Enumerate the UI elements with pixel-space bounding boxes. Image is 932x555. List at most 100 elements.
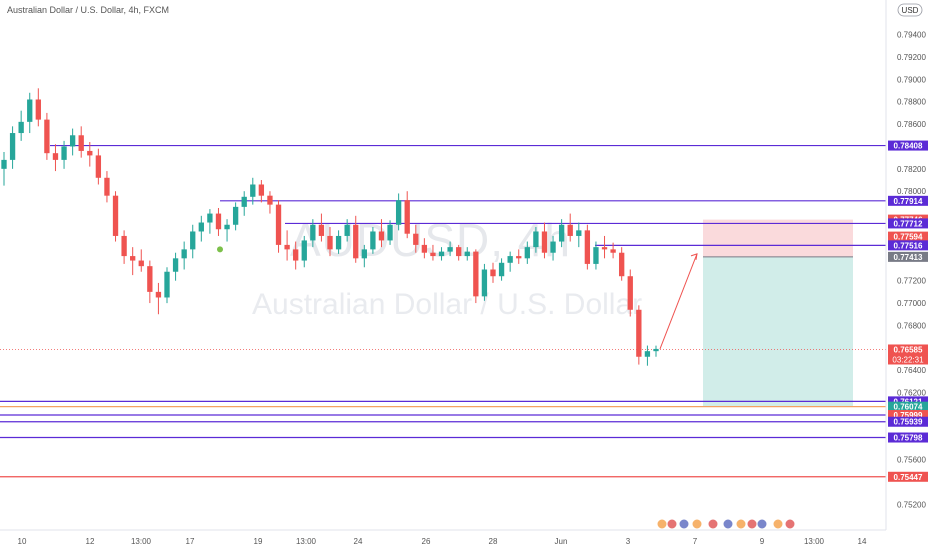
horizontal-levels[interactable]: 0.784080.779140.777460.777120.775940.775… [0, 140, 928, 482]
position-zones[interactable] [703, 219, 853, 407]
time-axis[interactable]: 10 12 13:00 17 19 13:00 24 26 28 Jun 3 7 9 13:00 14 [0, 529, 886, 546]
candle [593, 241, 599, 270]
candle-body [627, 276, 633, 310]
candle [95, 148, 102, 185]
x-tick-label: 26 [422, 537, 431, 546]
candle [601, 235, 608, 259]
event-flag-icon[interactable] [746, 518, 758, 530]
candle-body [275, 204, 282, 245]
candle-body [130, 256, 136, 261]
candle-body [413, 233, 419, 245]
economic-events[interactable] [656, 518, 796, 530]
candle [181, 241, 187, 270]
candle [164, 267, 170, 304]
x-tick-label: Jun [555, 537, 568, 546]
level-price-tag [888, 231, 928, 242]
x-tick-label: 10 [18, 537, 27, 546]
event-flag-icon[interactable] [756, 518, 768, 530]
level-price-label: 0.75447 [894, 473, 923, 482]
candle-body [516, 256, 522, 259]
level-price-tag [888, 401, 928, 412]
level-price-label: 0.77413 [894, 253, 923, 262]
y-tick-label: 0.77200 [897, 277, 926, 286]
candle-body [644, 351, 651, 357]
level-price-label: 0.77914 [894, 197, 923, 206]
candle-body [52, 153, 59, 160]
x-tick-label: 13:00 [804, 537, 825, 546]
candle-body [104, 177, 110, 196]
candle [507, 251, 513, 272]
level-price-label: 0.75798 [894, 434, 923, 443]
candle-body [619, 252, 625, 277]
candle [516, 249, 522, 264]
candle-body [69, 135, 76, 147]
event-flag-icon[interactable] [691, 518, 703, 530]
y-tick-label: 0.76400 [897, 366, 926, 375]
candle [172, 252, 179, 281]
level-price-tag [888, 471, 928, 482]
candle [241, 191, 247, 216]
candle [61, 140, 67, 169]
event-flag-icon[interactable] [678, 518, 690, 530]
event-flag-icon[interactable] [666, 518, 678, 530]
candle [215, 207, 222, 236]
candle [310, 219, 316, 248]
candle [284, 230, 290, 261]
signal-dot [217, 246, 223, 253]
event-flag-circle [722, 518, 734, 530]
level-price-label: 0.76585 [894, 345, 923, 354]
candle-body [164, 271, 170, 298]
candle-body [550, 241, 556, 253]
y-tick-label: 0.78200 [897, 165, 926, 174]
chart-title: Australian Dollar / U.S. Dollar, 4h, FXC… [7, 5, 169, 15]
countdown-label: 03:22:31 [892, 355, 924, 364]
candle [413, 224, 419, 253]
candle [198, 215, 204, 242]
candle-body [378, 231, 385, 241]
candle [275, 200, 282, 253]
event-flag-icon[interactable] [722, 518, 734, 530]
candle [207, 209, 213, 234]
candle [293, 241, 299, 270]
event-flag-icon[interactable] [735, 518, 747, 530]
x-tick-label: 24 [354, 537, 363, 546]
candle-body [310, 224, 316, 241]
candle [370, 227, 376, 254]
candle-body [18, 121, 24, 134]
y-tick-label: 0.79200 [897, 53, 926, 62]
candle-body [558, 224, 565, 242]
candle [190, 224, 196, 259]
candle-body [404, 200, 410, 234]
x-tick-label: 17 [186, 537, 195, 546]
candle-body [507, 256, 513, 263]
event-flag-circle [691, 518, 703, 530]
level-price-tag [888, 251, 928, 262]
level-price-tag [888, 416, 928, 427]
candle-body [344, 224, 350, 236]
candle [430, 244, 436, 261]
price-axis[interactable]: 0.79400 0.79200 0.79000 0.78800 0.78600 0.782… [885, 0, 926, 530]
level-price-tag [888, 218, 928, 229]
event-flag-icon[interactable] [707, 518, 719, 530]
projection-arrow-head [690, 253, 698, 260]
candle [44, 112, 50, 160]
candle [558, 219, 565, 248]
candle [318, 213, 325, 242]
x-tick-label: 14 [858, 537, 867, 546]
candle [69, 128, 76, 156]
candle-body [293, 249, 299, 261]
candle-body [584, 230, 591, 264]
event-flag-icon[interactable] [772, 518, 784, 530]
currency-badge[interactable]: USD [897, 3, 923, 17]
candle-body [241, 196, 247, 207]
level-price-tag [888, 432, 928, 443]
candle [1, 152, 7, 186]
candle [584, 224, 591, 270]
candle [361, 244, 367, 268]
event-flag-icon[interactable] [784, 518, 796, 530]
event-flag-icon[interactable] [656, 518, 668, 530]
candle-body [267, 195, 273, 205]
candle [576, 222, 582, 248]
